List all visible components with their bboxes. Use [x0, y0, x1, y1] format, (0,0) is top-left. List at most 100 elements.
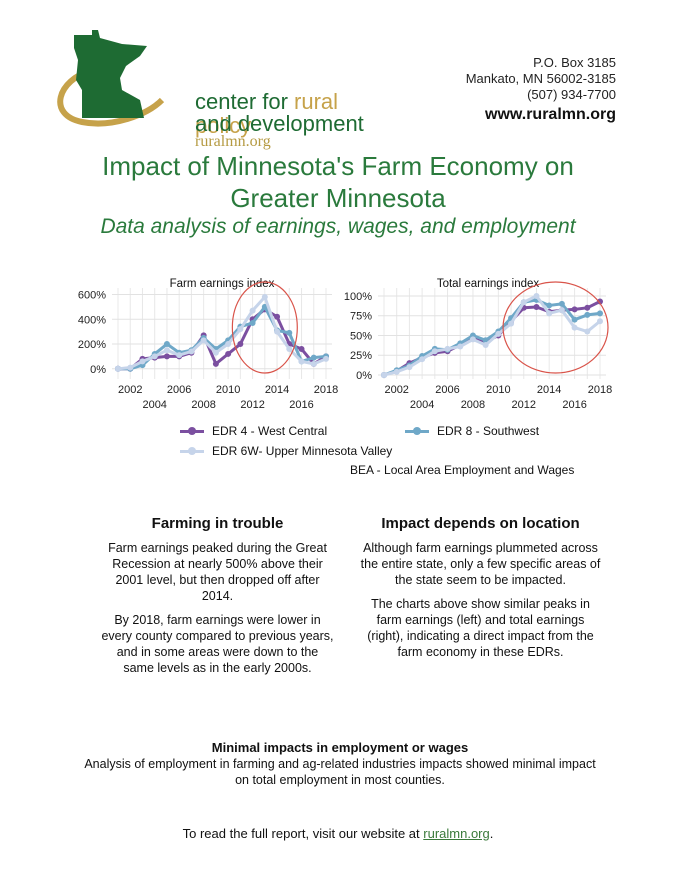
logo-url: ruralmn.org	[195, 133, 271, 150]
data-point	[571, 324, 578, 331]
footer-link[interactable]: ruralmn.org	[423, 826, 490, 841]
x-tick-label: 2016	[562, 399, 586, 411]
data-point	[115, 365, 121, 372]
x-tick-label: 2008	[461, 399, 485, 411]
data-point	[546, 310, 553, 317]
legend-label-edr8: EDR 8 - Southwest	[437, 424, 540, 438]
impact-location-section: Impact depends on location Although farm…	[358, 515, 603, 660]
y-tick-label: 600%	[78, 289, 106, 301]
data-point	[431, 348, 438, 355]
data-point	[584, 311, 591, 318]
data-point	[139, 358, 146, 365]
legend-swatch-edr4	[180, 425, 204, 437]
data-point	[200, 337, 207, 344]
minimal-impacts-section: Minimal impacts in employment or wages A…	[80, 740, 600, 788]
data-point	[127, 364, 134, 371]
x-tick-label: 2012	[240, 399, 264, 411]
data-point	[558, 300, 565, 307]
y-tick-label: 400%	[78, 314, 106, 326]
data-point	[163, 353, 170, 360]
address-block: P.O. Box 3185 Mankato, MN 56002-3185 (50…	[466, 55, 616, 123]
data-point	[457, 343, 464, 350]
x-tick-label: 2002	[384, 384, 408, 396]
website-link[interactable]: www.ruralmn.org	[485, 106, 616, 123]
data-point	[482, 341, 489, 348]
y-tick-label: 25%	[350, 350, 372, 362]
x-tick-label: 2012	[512, 399, 536, 411]
data-point	[286, 329, 293, 336]
data-point	[508, 320, 515, 327]
logo-line-1: center for rural policy	[195, 89, 339, 138]
y-tick-label: 50%	[350, 330, 372, 342]
y-tick-label: 100%	[344, 291, 372, 303]
logo: center for rural policy and development …	[52, 30, 382, 150]
data-point	[597, 298, 603, 305]
data-point	[520, 299, 527, 306]
data-point	[261, 293, 268, 300]
data-point	[597, 310, 603, 317]
highlight-circle	[502, 281, 609, 374]
data-point	[393, 368, 400, 375]
x-tick-label: 2004	[142, 399, 166, 411]
data-source: BEA - Local Area Employment and Wages	[350, 463, 575, 477]
data-point	[533, 304, 540, 311]
data-point	[237, 341, 244, 348]
data-point	[419, 356, 426, 363]
data-point	[225, 350, 232, 357]
data-point	[584, 304, 591, 311]
data-point	[188, 348, 195, 355]
data-point	[558, 307, 565, 314]
legend-item-edr4: EDR 4 - West Central	[180, 424, 327, 438]
x-tick-label: 2018	[588, 384, 612, 396]
data-point	[469, 336, 476, 343]
data-point	[151, 353, 158, 360]
legend-swatch-edr6w	[180, 445, 204, 457]
x-tick-label: 2016	[289, 399, 313, 411]
section-heading: Farming in trouble	[151, 515, 284, 532]
chart-title: Total earnings index	[437, 278, 540, 290]
paragraph: The charts above show similar peaks in f…	[367, 597, 594, 659]
data-point	[571, 316, 578, 323]
x-tick-label: 2010	[216, 384, 240, 396]
logo-line-2: and development	[195, 111, 364, 136]
data-point	[298, 345, 305, 352]
footer-period: .	[489, 826, 494, 841]
legend-item-edr6w: EDR 6W- Upper Minnesota Valley	[180, 444, 392, 458]
chart-legend: EDR 4 - West Central EDR 8 - Southwest E…	[180, 420, 620, 464]
data-point	[286, 345, 293, 352]
y-tick-label: 0%	[90, 364, 106, 376]
data-point	[298, 358, 305, 365]
data-point	[249, 307, 256, 314]
x-tick-label: 2002	[118, 384, 142, 396]
farming-in-trouble-section: Farming in trouble Farm earnings peaked …	[100, 515, 335, 676]
x-tick-label: 2014	[537, 384, 561, 396]
page-title-text: Impact of Minnesota's Farm Economy on Gr…	[102, 151, 574, 213]
x-tick-label: 2004	[410, 399, 434, 411]
footer-text: To read the full report, visit our websi…	[182, 826, 424, 841]
data-point	[444, 345, 451, 352]
data-point	[212, 360, 219, 367]
legend-item-edr8: EDR 8 - Southwest	[405, 424, 539, 438]
po-box: P.O. Box 3185	[533, 55, 616, 70]
data-point	[406, 364, 413, 371]
section-heading: Impact depends on location	[381, 515, 580, 532]
data-point	[249, 319, 256, 326]
data-point	[237, 326, 244, 333]
paragraph: Although farm earnings plummeted across …	[360, 541, 601, 587]
paragraph: Analysis of employment in farming and ag…	[84, 757, 596, 787]
x-tick-label: 2006	[435, 384, 459, 396]
data-point	[274, 313, 281, 320]
page-title: Impact of Minnesota's Farm Economy on Gr…	[0, 150, 676, 214]
page-subtitle: Data analysis of earnings, wages, and em…	[100, 215, 576, 238]
highlight-circle	[231, 281, 298, 374]
x-tick-label: 2006	[167, 384, 191, 396]
legend-label-edr4: EDR 4 - West Central	[212, 424, 328, 438]
data-point	[225, 341, 232, 348]
data-point	[495, 330, 502, 337]
chart-title: Farm earnings index	[170, 278, 275, 290]
phone: (507) 934-7700	[527, 87, 616, 102]
footer: To read the full report, visit our websi…	[0, 826, 676, 841]
